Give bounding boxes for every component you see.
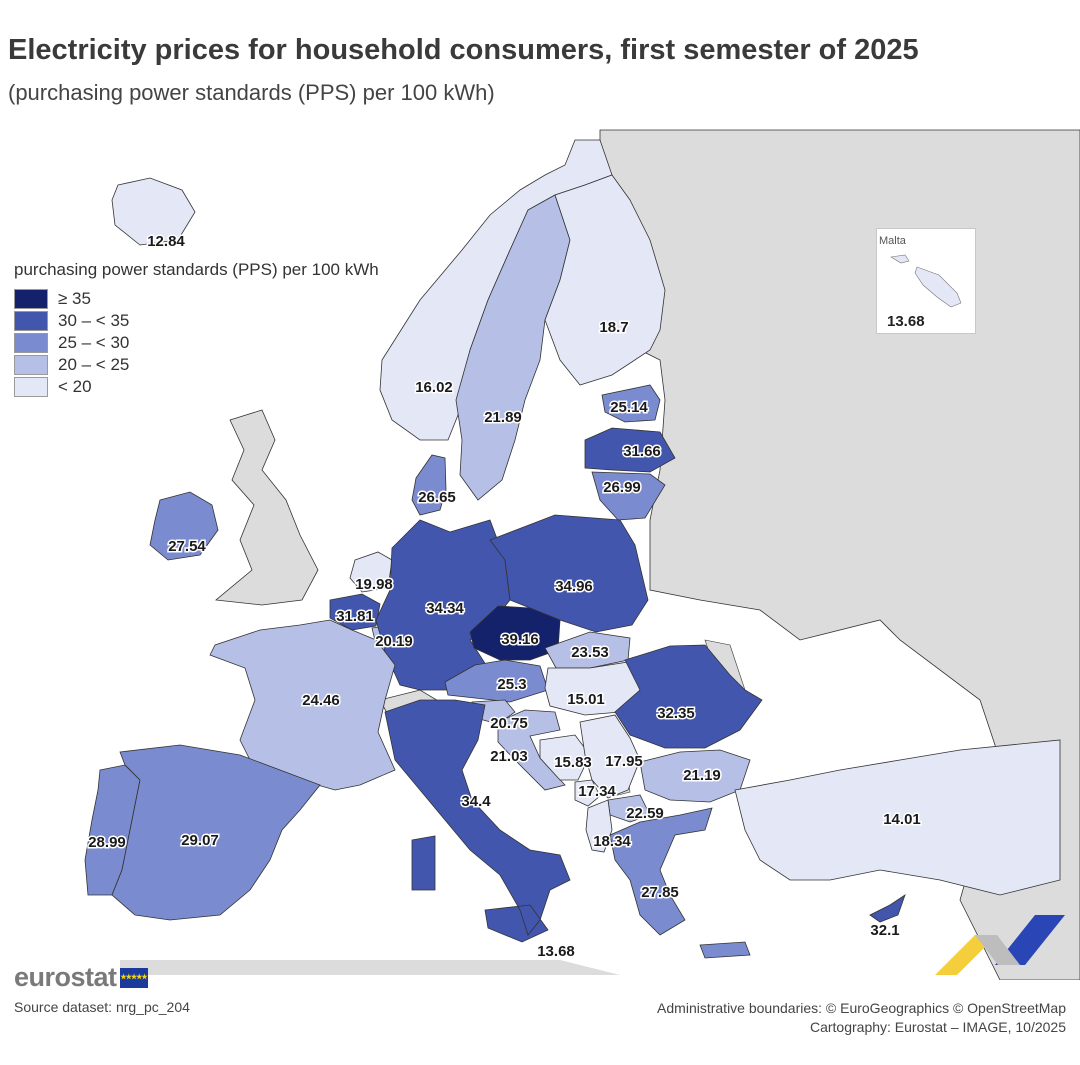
region-cyprus <box>869 894 906 923</box>
legend-swatch <box>14 377 48 397</box>
region-estonia <box>601 384 661 423</box>
value-label-poland: 34.96 <box>555 578 593 595</box>
region-ireland <box>149 491 219 561</box>
region-albania <box>585 799 613 853</box>
cartography-credit: Cartography: Eurostat – IMAGE, 10/2025 <box>809 1019 1066 1035</box>
value-label-finland: 18.7 <box>599 319 628 336</box>
value-label-belgium: 31.81 <box>336 608 374 625</box>
malta-inset: Malta 13.68 <box>876 228 976 334</box>
legend-label: 20 – < 25 <box>58 355 130 374</box>
eu-regions <box>84 139 1061 959</box>
region-serbia <box>579 714 641 799</box>
value-labels: 12.84 16.02 21.89 18.7 25.14 31.66 26.99 26.65 2… <box>87 231 923 961</box>
credits: Administrative boundaries: © EuroGeograp… <box>657 999 1066 1037</box>
legend-swatch <box>14 355 48 375</box>
region-latvia <box>584 427 676 473</box>
value-label-albania: 18.34 <box>593 833 631 850</box>
value-label-netherlands: 19.98 <box>355 576 393 593</box>
legend-label: < 20 <box>58 377 92 396</box>
value-label-montenegro: 17.34 <box>578 783 616 800</box>
region-montenegro <box>574 779 601 807</box>
value-label-italy: 34.4 <box>461 793 491 810</box>
region-poland <box>489 514 649 633</box>
malta-shape <box>890 254 962 308</box>
value-label-norway: 16.02 <box>415 379 453 396</box>
value-label-iceland: 12.84 <box>147 233 185 250</box>
value-label-denmark: 26.65 <box>418 489 456 506</box>
region-greece <box>609 807 751 959</box>
value-label-romania: 32.35 <box>657 705 695 722</box>
eurostat-logo-text: eurostat <box>14 962 117 992</box>
boundaries-credit: Administrative boundaries: © EuroGeograp… <box>657 1000 1066 1016</box>
value-label-spain: 29.07 <box>181 832 219 849</box>
region-bosnia-and-herzegovina <box>539 734 591 781</box>
region-spain <box>111 744 321 921</box>
legend-item: < 20 <box>14 376 379 398</box>
land-north-africa <box>120 960 620 975</box>
legend-label: 25 – < 30 <box>58 333 130 352</box>
region-germany <box>375 519 511 691</box>
legend-title: purchasing power standards (PPS) per 100… <box>14 260 379 279</box>
value-label-france: 24.46 <box>302 692 340 709</box>
region-t-rkiye <box>734 739 1061 896</box>
region-lithuania <box>591 471 666 521</box>
value-label-czechia: 39.16 <box>501 631 539 648</box>
legend-swatch <box>14 289 48 309</box>
value-label-greece: 27.85 <box>641 884 679 901</box>
value-label-bosnia-and-herzegovina: 15.83 <box>554 754 592 771</box>
choropleth-map: 12.84 16.02 21.89 18.7 25.14 31.66 26.99 26.65 2… <box>84 129 1080 980</box>
eurostat-decoration-icon <box>935 915 1065 975</box>
value-label-slovenia: 20.75 <box>490 715 528 732</box>
region-belgium <box>329 593 381 631</box>
source-dataset: Source dataset: nrg_pc_204 <box>14 999 190 1015</box>
value-label-north-macedonia: 22.59 <box>626 805 664 822</box>
value-label-t-rkiye: 14.01 <box>883 811 921 828</box>
value-label-luxembourg: 20.19 <box>375 633 413 650</box>
region-france <box>209 619 396 791</box>
map-legend: purchasing power standards (PPS) per 100… <box>14 260 379 398</box>
region-sweden <box>455 194 571 501</box>
value-label-lithuania: 26.99 <box>603 479 641 496</box>
value-label-sweden: 21.89 <box>484 409 522 426</box>
region-italy <box>384 699 571 943</box>
value-label-hungary: 15.01 <box>567 691 605 708</box>
value-label-serbia: 17.95 <box>605 753 643 770</box>
map-title: Electricity prices for household consume… <box>8 34 919 66</box>
region-finland <box>544 174 666 386</box>
legend-item: 25 – < 30 <box>14 332 379 354</box>
region-netherlands <box>349 551 393 593</box>
value-label-germany: 34.34 <box>426 600 464 617</box>
legend-item: 20 – < 25 <box>14 354 379 376</box>
value-label-bulgaria: 21.19 <box>683 767 721 784</box>
malta-inset-value: 13.68 <box>887 313 925 330</box>
value-label-cyprus: 32.1 <box>870 922 899 939</box>
region-iceland <box>111 177 196 246</box>
eu-flag-icon: ★★★★★ <box>119 967 148 988</box>
value-label-latvia: 31.66 <box>623 443 661 460</box>
value-label-malta: 13.68 <box>537 943 575 960</box>
legend-swatch <box>14 333 48 353</box>
value-label-slovakia: 23.53 <box>571 644 609 661</box>
legend-label: ≥ 35 <box>58 289 91 308</box>
legend-label: 30 – < 35 <box>58 311 130 330</box>
region-romania <box>614 644 763 749</box>
value-label-portugal: 28.99 <box>88 834 126 851</box>
value-label-ireland: 27.54 <box>168 538 206 555</box>
eurostat-logo: eurostat ★★★★★ <box>14 962 148 993</box>
malta-inset-name: Malta <box>879 235 906 247</box>
legend-item: 30 – < 35 <box>14 310 379 332</box>
land-uk <box>215 409 319 606</box>
legend-swatch <box>14 311 48 331</box>
map-subtitle: (purchasing power standards (PPS) per 10… <box>8 80 495 105</box>
value-label-austria: 25.3 <box>497 676 526 693</box>
value-label-croatia: 21.03 <box>490 748 528 765</box>
value-label-estonia: 25.14 <box>610 399 648 416</box>
legend-item: ≥ 35 <box>14 288 379 310</box>
region-denmark <box>411 454 447 516</box>
